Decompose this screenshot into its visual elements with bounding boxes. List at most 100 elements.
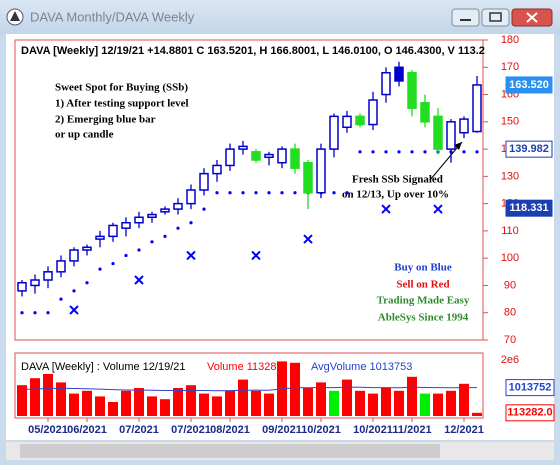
maximize-button[interactable] (481, 8, 510, 27)
support-dot (176, 226, 180, 230)
signal-mark (433, 204, 443, 214)
annotation: Sweet Spot for Buying (SSb) (55, 82, 188, 94)
slogan: Sell on Red (396, 279, 449, 291)
support-dot (228, 191, 232, 195)
x-tick-label: 05/2021 (28, 424, 68, 436)
volume-bar (173, 388, 183, 416)
y-tick-label: 100 (501, 252, 519, 264)
volume-bar (433, 393, 443, 416)
volume-bar (43, 374, 53, 416)
avg-volume-line (21, 386, 478, 392)
signal-mark (251, 250, 261, 261)
volume-label-box (505, 379, 555, 397)
candle-body (108, 224, 118, 238)
candle-body (446, 121, 456, 150)
candle-body (368, 99, 378, 126)
support-dot (189, 221, 193, 225)
x-tick-label: 08/2021 (210, 424, 250, 436)
candle-body (472, 84, 482, 133)
x-tick-label: 07/2021 (119, 424, 159, 436)
volume-bar (329, 390, 339, 416)
candle-body (303, 161, 313, 194)
price-label-box (505, 199, 553, 217)
candle-body (394, 66, 404, 82)
volume-bar (342, 379, 352, 416)
candle-body (43, 271, 53, 281)
candle-body (420, 101, 430, 123)
volume-bar (30, 378, 40, 416)
y-tick-label: 180 (501, 34, 519, 46)
volume-bar (121, 390, 131, 416)
volume-bar (264, 393, 274, 416)
volume-label: 113282.0 (507, 407, 552, 419)
candle-body (147, 213, 157, 219)
volume-bar (160, 399, 170, 416)
volume-bar (407, 376, 417, 416)
support-dot (20, 311, 24, 315)
volume-bar (95, 396, 105, 416)
slogan: AbleSys Since 1994 (378, 312, 469, 324)
annotation: on 12/13, Up over 10% (342, 189, 449, 201)
signal-mark (381, 204, 391, 214)
volume-bar (186, 385, 196, 416)
candle-body (381, 71, 391, 96)
candle-body (186, 189, 196, 205)
support-dot (46, 311, 50, 315)
price-label: 118.331 (509, 202, 548, 214)
support-dot (215, 191, 219, 195)
support-dot (72, 289, 76, 293)
volume-bar (82, 390, 92, 416)
x-tick-label: 10/2021 (353, 424, 393, 436)
signal-mark (69, 305, 79, 315)
candle-body (82, 246, 92, 251)
volume-bar (472, 412, 482, 416)
support-dot (137, 248, 141, 252)
support-dot (410, 150, 414, 154)
scrollbar-thumb[interactable] (20, 444, 440, 458)
candle-body (160, 208, 170, 213)
volume-bar (381, 388, 391, 416)
support-dot (202, 207, 206, 211)
support-dot (98, 267, 102, 271)
volume-bar (446, 390, 456, 416)
y-tick-label: 90 (504, 279, 516, 291)
volume-bar (316, 382, 326, 416)
support-dot (384, 150, 388, 154)
candle-body (459, 118, 469, 134)
y-tick-label: 70 (504, 334, 516, 346)
y-tick-label: 80 (504, 307, 516, 319)
slogan: Buy on Blue (394, 262, 452, 274)
volume-bar (459, 383, 469, 416)
x-tick-label: 09/2021 (262, 424, 302, 436)
candle-body (290, 148, 300, 169)
annotation: 2) Emerging blue bar (55, 114, 156, 126)
x-tick-label: 11/2021 (392, 424, 431, 436)
x-tick-label: 07/2021 (171, 424, 211, 436)
volume-bar (134, 388, 144, 416)
support-dot (371, 150, 375, 154)
volume-bar (303, 388, 313, 416)
volume-bar (251, 390, 261, 416)
support-dot (332, 191, 336, 195)
support-dot (241, 191, 245, 195)
candle-body (95, 235, 105, 240)
candle-body (199, 172, 209, 191)
annotation: Fresh SSb Signaled (352, 174, 443, 186)
volume-bar (420, 393, 430, 416)
candle-body (251, 151, 261, 161)
y-tick-label: 170 (501, 61, 519, 73)
support-dot (163, 234, 167, 238)
volume-label: 1013752 (509, 382, 552, 394)
minimize-button[interactable] (451, 8, 480, 27)
volume-bar (199, 393, 209, 416)
support-dot (397, 150, 401, 154)
volume-header: DAVA [Weekly] : Volume 12/19/21 (21, 361, 185, 373)
volume-label: Volume 113282 (207, 361, 283, 373)
support-dot (85, 281, 89, 285)
candle-body (134, 216, 144, 224)
price-label: 139.982 (509, 143, 549, 155)
candle-body (173, 202, 183, 210)
support-dot (423, 150, 427, 154)
app-icon-glyph (10, 11, 20, 21)
signal-mark (303, 234, 313, 244)
